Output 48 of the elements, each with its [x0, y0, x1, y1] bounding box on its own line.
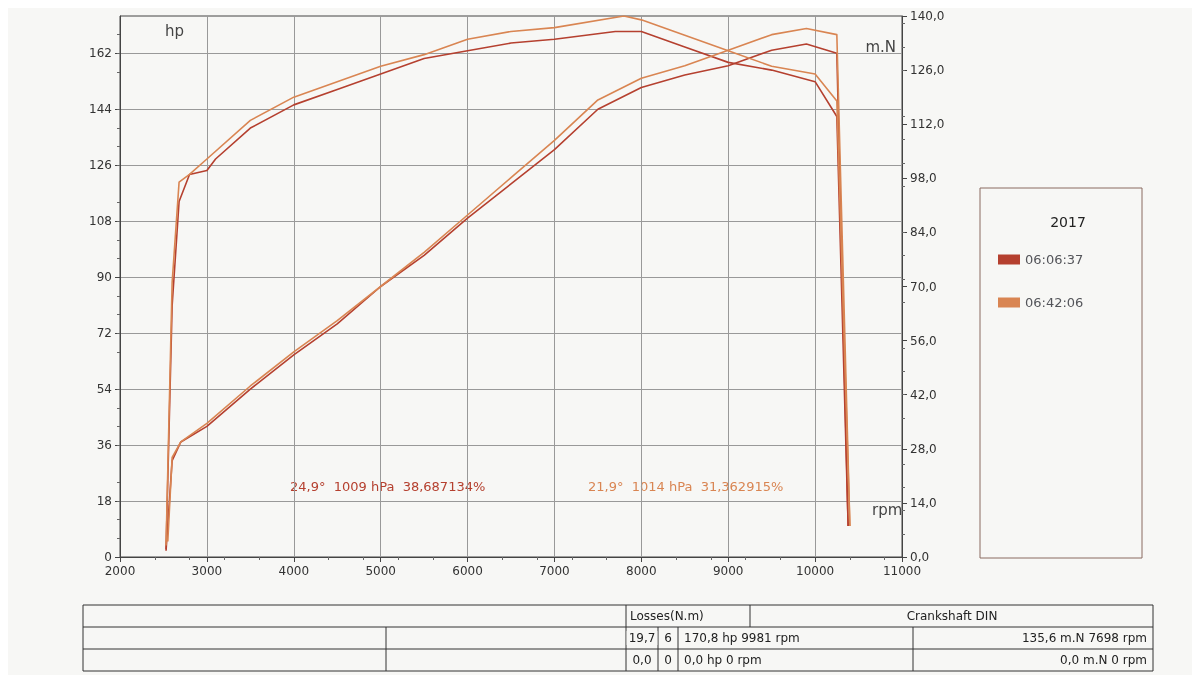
y-tick-label: 126	[89, 158, 112, 173]
x-axis-title: rpm	[872, 500, 903, 519]
y2-tick-label: 0,0	[910, 550, 930, 564]
y2-tick-label: 42,0	[910, 387, 937, 402]
text: 135,6 m.N 7698 rpm	[1021, 631, 1147, 645]
y2-tick-label: 98,0	[910, 171, 937, 186]
y-tick-label: 72	[96, 326, 112, 341]
y-tick-label: 0	[104, 550, 112, 564]
x-tick-label: 7000	[539, 564, 570, 578]
y-tick-label: 54	[96, 382, 112, 397]
x-tick-label: 6000	[452, 564, 483, 578]
y-tick-label: 108	[89, 214, 112, 229]
x-tick-label: 11000	[882, 564, 922, 578]
y-tick-label: 162	[89, 46, 112, 61]
x-tick-label: 9000	[712, 564, 744, 578]
x-tick-label: 2000	[104, 564, 136, 578]
y-tick-label: 144	[89, 102, 112, 117]
y2-tick-label: 112,0	[910, 117, 945, 132]
text: 19,7	[628, 631, 656, 645]
y2-tick-label: 140,0	[910, 9, 945, 23]
y2-tick-label: 28,0	[910, 441, 937, 456]
text: 0	[664, 653, 672, 667]
legend-label: 06:42:06	[1025, 295, 1084, 310]
y-tick-label: 36	[96, 438, 112, 453]
y-axis-title: hp	[165, 21, 185, 40]
text: Crankshaft DIN	[906, 609, 998, 623]
text: 0,0	[632, 653, 652, 667]
y2-tick-label: 70,0	[910, 279, 937, 294]
x-tick-label: 4000	[278, 564, 310, 578]
x-tick-label: 3000	[191, 564, 223, 578]
y2-tick-label: 84,0	[910, 225, 937, 240]
text: 6	[664, 631, 672, 645]
text: 0,0 m.N 0 rpm	[1060, 653, 1147, 667]
x-tick-label: 8000	[626, 564, 657, 578]
text: 2017	[1050, 214, 1086, 230]
x-tick-label: 10000	[796, 564, 835, 578]
y2-tick-label: 56,0	[910, 333, 937, 348]
y2-tick-label: 126,0	[910, 63, 945, 78]
legend-label: 06:06:37	[1025, 252, 1084, 267]
y2-axis-title: m.N	[865, 37, 896, 56]
annotation: 24,9° 1009 hPa 38,687134%	[290, 478, 486, 494]
y-tick-label: 90	[96, 270, 112, 285]
y2-tick-label: 14,0	[910, 495, 937, 510]
y-tick-label: 18	[96, 494, 112, 509]
text: 0,0 hp 0 rpm	[684, 653, 762, 667]
x-tick-label: 5000	[365, 564, 396, 578]
text: 170,8 hp 9981 rpm	[684, 631, 800, 645]
text: Losses(N.m)	[630, 609, 704, 623]
